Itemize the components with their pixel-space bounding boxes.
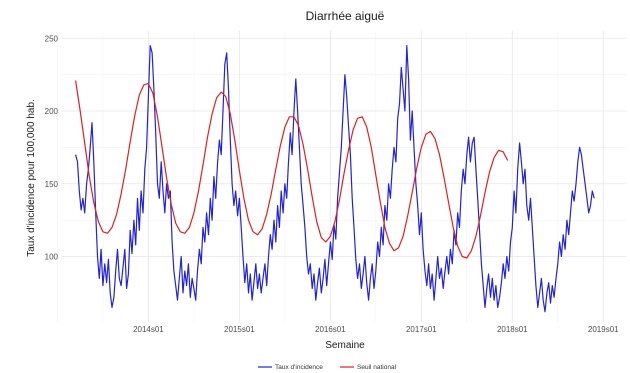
y-axis-title: Taux d'incidence pour 100,000 hab. xyxy=(26,99,37,257)
chart-title: Diarrhée aiguë xyxy=(306,9,385,23)
legend-label-taux-incidence: Taux d'incidence xyxy=(275,364,323,371)
series-line-taux-incidence xyxy=(75,45,595,313)
y-tick-label: 250 xyxy=(45,34,59,43)
legend: Taux d'incidence Seuil national xyxy=(258,364,397,371)
x-tick-label: 2017s01 xyxy=(406,325,437,334)
x-axis-tick-labels: 2014s01 2015s01 2016s01 2017s01 2018s01 2019s… xyxy=(133,325,619,334)
x-tick-label: 2014s01 xyxy=(133,325,164,334)
series-line-seuil-national xyxy=(75,80,509,259)
y-tick-label: 100 xyxy=(45,253,59,262)
x-tick-label: 2015s01 xyxy=(224,325,255,334)
x-tick-label: 2019s01 xyxy=(588,325,619,334)
y-tick-label: 150 xyxy=(45,180,59,189)
series-layer xyxy=(75,45,595,313)
legend-label-seuil-national: Seuil national xyxy=(357,364,397,371)
major-gridlines xyxy=(62,31,626,322)
y-tick-label: 200 xyxy=(45,107,59,116)
x-tick-label: 2018s01 xyxy=(497,325,528,334)
x-axis-title: Semaine xyxy=(325,340,365,351)
x-tick-label: 2016s01 xyxy=(315,325,346,334)
y-axis-tick-labels: 100 150 200 250 xyxy=(45,34,59,261)
